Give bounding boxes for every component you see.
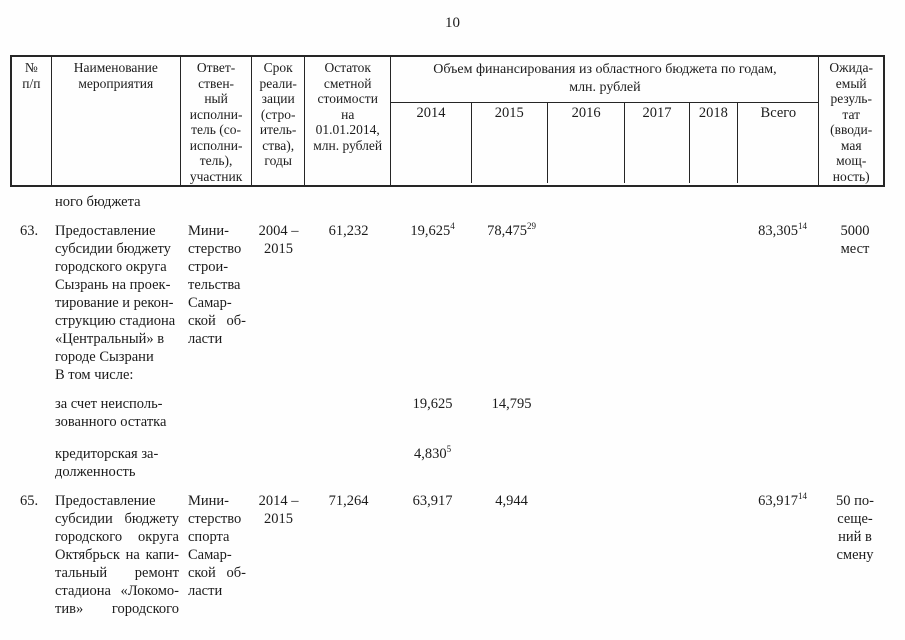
cell-total-value: 83,30514 <box>758 221 807 240</box>
header-cell-year-2017: 2017 <box>625 103 690 183</box>
cell-term: 2014 –2015 <box>258 493 299 527</box>
cell-2014-value: 4,8305 <box>413 444 452 463</box>
header-cell-year-2016: 2016 <box>548 103 626 183</box>
cell-name-continuation: ного бюджета <box>55 194 141 210</box>
header-cell-year-2018: 2018 <box>690 103 739 183</box>
cell-total-value: 63,91714 <box>758 491 807 510</box>
footnote-marker: 29 <box>526 221 536 231</box>
cell-measure-name: кредиторская за-долженность <box>55 446 159 480</box>
cell-measure-name: Предоставление субсидии бюджету городского… <box>55 493 179 617</box>
cell-measure-name: Предоставление субсидии бюджету городского… <box>55 223 176 365</box>
cell-executor: Мини-стерство строи-тельства Самар-ской об… <box>188 223 246 347</box>
cell-2015-value: 4,944 <box>495 493 528 509</box>
cell-expected-result: 50 по-сеще-ний в смену <box>836 493 874 563</box>
cell-balance: 61,232 <box>328 223 369 239</box>
cell-expected-result: 5000 мест <box>840 223 870 257</box>
cell-executor: Мини-стерство спорта Самар-ской об-ласти <box>188 493 246 599</box>
header-cell-executor: Ответ-ствен-ный исполни-тель (со-исполни-… <box>181 57 253 185</box>
header-cell-num: № п/п <box>12 57 52 185</box>
header-cell-result: Ожида-емый резуль-тат (вводи-мая мощ-ность) <box>829 60 874 184</box>
footnote-marker: 14 <box>797 491 807 501</box>
header-cell-total: Всего <box>760 105 797 121</box>
cell-2014-value: 63,917 <box>412 493 453 509</box>
header-cell-name: Наименование мероприятия <box>52 57 181 185</box>
page-number: 10 <box>445 15 460 31</box>
table-row-65: 65. Предоставление субсидии бюджету городс… <box>10 492 885 618</box>
cell-2015-value: 14,795 <box>491 396 532 412</box>
header-cell-year-2015: 2015 <box>472 103 548 183</box>
cell-row-number: 63. <box>20 223 39 239</box>
cell-term: 2004 –2015 <box>258 223 299 257</box>
footnote-marker: 5 <box>446 444 452 454</box>
table-row-unused-balance: за счет неисполь-зованного остатка 19,62… <box>10 395 885 431</box>
cell-2014-value: 19,625 <box>412 396 453 412</box>
footnote-marker: 14 <box>797 221 807 231</box>
header-cell-balance: Остаток сметной стоимости на 01.01.2014, млн.… <box>305 57 392 185</box>
cell-2014-value: 19,6254 <box>410 221 455 240</box>
cell-row-number: 65. <box>20 493 39 509</box>
cell-including-label: В том числе: <box>55 367 134 383</box>
footnote-marker: 4 <box>450 221 455 231</box>
header-cell-year-2014: 2014 <box>391 103 472 183</box>
table-row-credit-debt: кредиторская за-долженность 4,8305 <box>10 445 885 481</box>
header-group-funding: Объем финансирования из областного бюдже… <box>391 57 820 185</box>
table-header-row: № п/п Наименование мероприятия Ответ-ствен… <box>10 55 885 187</box>
row-continuation: ного бюджета <box>10 193 885 211</box>
table-row-63: 63. Предоставление субсидии бюджету городс… <box>10 222 885 366</box>
cell-2015-value: 78,47529 <box>487 221 536 240</box>
cell-balance: 71,264 <box>328 493 369 509</box>
header-years-row: 2014 2015 2016 2017 2018 Всего <box>391 103 818 183</box>
budget-financing-table: № п/п Наименование мероприятия Ответ-ствен… <box>10 55 885 617</box>
header-cell-term: Срок реали-зации (стро-итель-ства), годы <box>252 57 305 185</box>
header-cell-funding-span: Объем финансирования из областного бюдже… <box>391 57 819 103</box>
cell-measure-name: за счет неисполь-зованного остатка <box>55 396 167 430</box>
row-including-label: В том числе: <box>10 366 885 384</box>
